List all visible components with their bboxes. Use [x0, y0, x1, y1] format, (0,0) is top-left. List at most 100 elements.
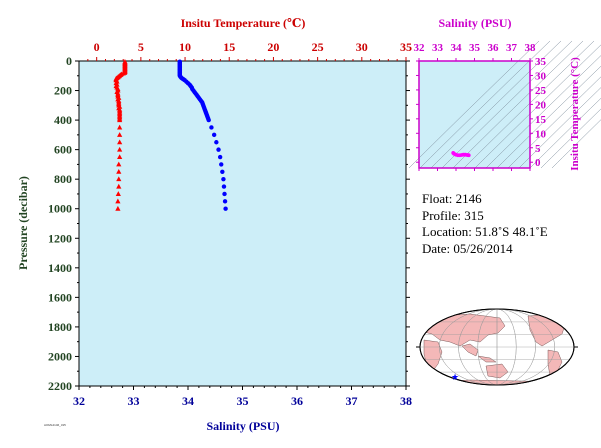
pressure-tick-label: 600: [54, 143, 72, 157]
salinity-point: [223, 206, 228, 211]
pressure-tick-label: 1800: [48, 320, 72, 334]
temperature-point: [117, 117, 123, 123]
ts-x-tick-label: 34: [451, 42, 463, 54]
temperature-point: [117, 132, 123, 137]
float-location-marker: ★: [451, 373, 459, 383]
temperature-tick-label: 15: [223, 40, 235, 54]
ts-y-tick-label: 5: [535, 143, 541, 155]
ts-y-tick-label: 30: [535, 70, 547, 82]
temperature-tick-label: 10: [179, 40, 191, 54]
ts-y-tick-label: 35: [535, 56, 547, 68]
ts-y-tick-label: 20: [535, 99, 547, 111]
location-map: ★: [416, 308, 578, 386]
salinity-point: [221, 184, 227, 189]
pressure-tick-label: 1000: [48, 202, 72, 216]
temperature-point: [115, 191, 121, 196]
pressure-tick-label: 1400: [48, 261, 72, 275]
salinity-axis-label: Salinity (PSU): [206, 419, 279, 433]
pressure-tick-label: 800: [54, 172, 72, 186]
temperature-axis-label: Insitu Temperature (℃): [181, 16, 306, 30]
salinity-point: [206, 117, 211, 123]
salinity-tick-label: 35: [237, 394, 249, 408]
density-contour: [529, 97, 601, 169]
pressure-tick-label: 2200: [48, 379, 72, 393]
ts-y-tick-label: 15: [535, 114, 547, 126]
salinity-tick-label: 34: [182, 394, 194, 408]
profile-plot: 0200400600800100012001400160018002000220…: [16, 16, 412, 433]
temperature-tick-label: 30: [356, 40, 368, 54]
density-contour: [485, 55, 601, 169]
temperature-point: [117, 146, 123, 152]
ts-y-tick-label: 0: [535, 157, 541, 169]
density-contour: [430, 40, 562, 169]
profile-number: Profile: 315: [422, 207, 484, 223]
ts-diagram: 32 33 34 35 36 37 38 0 5 10 15 20 25 30 35 Salinity (P…: [408, 16, 601, 171]
map-border: [419, 308, 575, 386]
temperature-tick-label: 20: [267, 40, 279, 54]
ts-ylabel: Insitu Temperature (°C): [569, 57, 581, 171]
ts-x-tick-label: 35: [469, 42, 481, 54]
salinity-tick-label: 33: [128, 394, 140, 408]
pressure-tick-label: 400: [54, 113, 72, 127]
density-contour: [452, 40, 584, 169]
footer-code: AOML2146_315: [44, 423, 66, 427]
temperature-point: [116, 161, 122, 167]
salinity-point: [222, 199, 228, 204]
temperature-point: [116, 183, 122, 189]
ts-x-tick-label: 32: [414, 42, 426, 54]
map-graticule: [416, 308, 578, 386]
ts-y-tick-label: 25: [535, 85, 547, 97]
temperature-point: [117, 154, 123, 160]
ts-x-tick-label: 37: [506, 42, 518, 54]
temperature-axis: 0 5 10 15 20 25 30 35: [87, 40, 412, 61]
salinity-point: [217, 154, 223, 160]
salinity-point: [219, 162, 224, 167]
float-location: Location: 51.8˚S 48.1˚E: [422, 224, 548, 239]
temperature-point: [117, 139, 123, 145]
pressure-tick-label: 2000: [48, 349, 72, 363]
salinity-tick-label: 37: [346, 394, 358, 408]
ts-x-tick-label: 33: [432, 42, 444, 54]
salinity-point: [221, 176, 226, 182]
density-contour: [507, 76, 601, 169]
temperature-tick-label: 5: [138, 40, 144, 54]
salinity-point: [220, 169, 225, 174]
ts-axes: 32 33 34 35 36 37 38 0 5 10 15 20 25 30 35: [414, 42, 547, 171]
salinity-point: [211, 132, 217, 138]
pressure-tick-label: 1200: [48, 231, 72, 245]
density-contour: [463, 40, 595, 169]
float-info: Float: 2146 Profile: 315 Location: 51.8˚…: [422, 191, 548, 257]
salinity-series: [177, 59, 228, 211]
density-contour: [496, 65, 601, 169]
temperature-point: [116, 168, 122, 174]
salinity-point: [209, 125, 214, 130]
salinity-tick-label: 32: [73, 394, 85, 408]
salinity-point: [214, 140, 219, 145]
density-contour: [474, 44, 601, 169]
ts-x-tick-label: 36: [488, 42, 500, 54]
salinity-point: [222, 191, 227, 197]
ts-series: [451, 151, 471, 158]
temperature-tick-label: 0: [94, 40, 100, 54]
temperature-point: [115, 205, 121, 211]
float-id: Float: 2146: [422, 191, 482, 206]
ts-y-tick-label: 10: [535, 128, 547, 140]
ts-point: [466, 153, 471, 158]
salinity-tick-label: 36: [291, 394, 303, 408]
temperature-tick-label: 25: [312, 40, 324, 54]
temperature-tick-label: 35: [400, 40, 412, 54]
temperature-point: [115, 198, 121, 204]
temperature-point: [116, 176, 122, 182]
pressure-tick-label: 200: [54, 84, 72, 98]
salinity-tick-label: 38: [400, 394, 412, 408]
salinity-point: [216, 147, 221, 152]
profile-date: Date: 05/26/2014: [422, 240, 513, 256]
pressure-axis: 0 200 400 600 800 1000 1200 1400 1600 1800 2000 220…: [48, 54, 410, 393]
ts-x-tick-label: 38: [525, 42, 537, 54]
pressure-tick-label: 0: [66, 54, 72, 68]
temperature-point: [117, 124, 123, 130]
density-contour: [441, 40, 573, 169]
density-contour: [540, 108, 601, 169]
salinity-axis: 32 33 34 35 36 37 38: [73, 386, 412, 408]
